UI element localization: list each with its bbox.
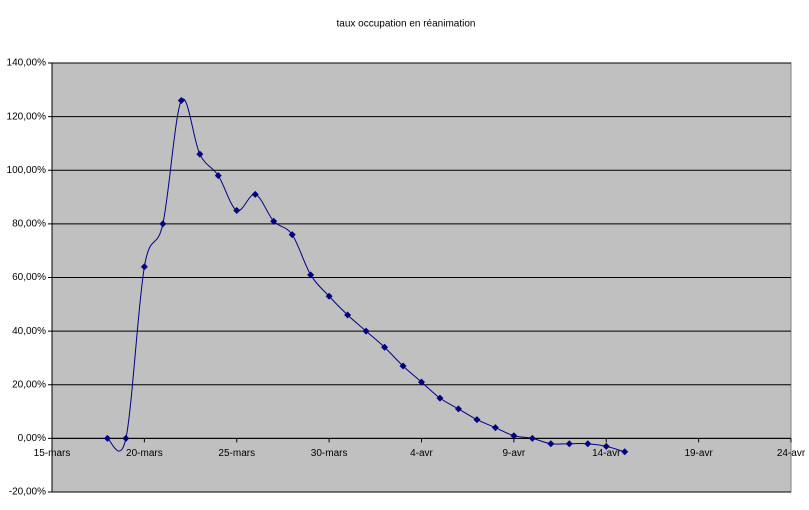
x-tick-label: 20-mars (126, 448, 163, 459)
data-point (233, 206, 241, 214)
data-point (454, 405, 462, 413)
data-point (251, 190, 259, 198)
data-point (473, 416, 481, 424)
y-tick-label: 40,00% (12, 326, 46, 337)
chart-title: taux occupation en réanimation (337, 19, 476, 30)
x-tick-label: 24-avr (777, 448, 806, 459)
y-tick-label: -20,00% (9, 487, 46, 498)
x-tick-label: 30-mars (311, 448, 348, 459)
data-point (344, 311, 352, 319)
data-point (362, 327, 370, 335)
x-tick-label: 9-avr (502, 448, 525, 459)
y-tick-label: 0,00% (18, 433, 46, 444)
y-tick-label: 80,00% (12, 219, 46, 230)
y-tick-label: 20,00% (12, 379, 46, 390)
y-tick-label: 140,00% (7, 58, 47, 69)
data-point (103, 434, 111, 442)
data-point (177, 97, 185, 105)
x-tick-label: 4-avr (410, 448, 433, 459)
y-tick-label: 120,00% (7, 111, 47, 122)
data-point (547, 440, 555, 448)
y-tick-label: 100,00% (7, 165, 47, 176)
data-point (491, 424, 499, 432)
data-point (214, 172, 222, 180)
data-point (196, 150, 204, 158)
data-point (528, 434, 536, 442)
data-point (288, 231, 296, 239)
data-point (565, 440, 573, 448)
data-point (602, 442, 610, 450)
data-point (140, 263, 148, 271)
data-point (418, 378, 425, 386)
data-point (584, 440, 592, 448)
data-point (159, 220, 167, 228)
x-tick-label: 25-mars (218, 448, 255, 459)
data-point (399, 362, 407, 370)
data-point (510, 432, 518, 440)
data-point (325, 292, 333, 300)
data-point (307, 271, 315, 279)
data-point (621, 448, 629, 456)
x-tick-label: 14-avr (592, 448, 621, 459)
x-tick-label: 19-avr (684, 448, 713, 459)
data-point (381, 343, 389, 351)
x-tick-label: 15-mars (34, 448, 71, 459)
data-point (436, 394, 444, 402)
data-point (122, 434, 130, 442)
y-tick-label: 60,00% (12, 272, 46, 283)
data-point (270, 217, 278, 225)
